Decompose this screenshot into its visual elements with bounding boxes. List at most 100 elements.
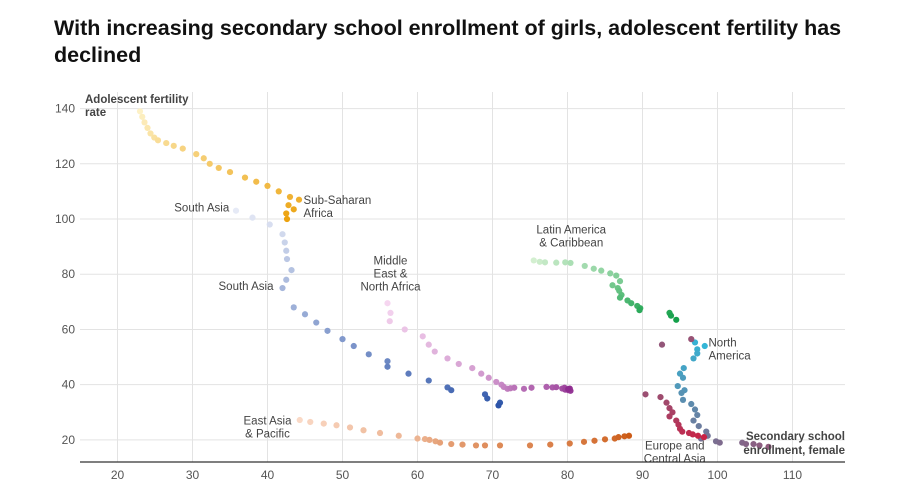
data-point: [448, 440, 455, 448]
data-point: [642, 391, 649, 398]
data-point: [621, 433, 628, 440]
data-point: [376, 429, 384, 437]
y-tick-label: 20: [62, 433, 76, 447]
data-point: [673, 316, 680, 323]
region-label-line: America: [709, 351, 752, 363]
data-point: [628, 300, 635, 307]
data-point: [553, 259, 560, 266]
data-point: [283, 276, 290, 283]
data-point: [565, 386, 572, 393]
data-point: [690, 417, 697, 424]
data-point: [384, 363, 391, 370]
data-point: [680, 365, 687, 372]
data-point: [609, 282, 616, 289]
data-point: [290, 206, 297, 213]
data-point: [495, 402, 502, 409]
data-point: [742, 440, 750, 448]
data-point: [193, 151, 200, 158]
data-point: [384, 358, 391, 365]
data-point: [426, 436, 433, 444]
data-point: [679, 428, 686, 435]
data-point: [528, 384, 535, 391]
data-point: [566, 440, 573, 447]
data-point: [663, 399, 670, 406]
y-axis-title-line: Adolescent fertility: [85, 94, 189, 106]
data-point: [386, 318, 393, 325]
data-point: [285, 202, 292, 209]
data-point: [750, 440, 757, 448]
data-point: [215, 164, 222, 172]
y-axis-title-line: rate: [85, 107, 106, 119]
data-point: [598, 267, 605, 274]
region-label-line: North: [709, 338, 737, 350]
region-label: Middle East & North Africa: [360, 256, 421, 294]
data-point: [689, 431, 696, 438]
data-point: [580, 438, 588, 445]
data-point: [625, 432, 633, 439]
data-point: [206, 160, 213, 167]
data-point: [405, 370, 412, 377]
data-point: [241, 174, 249, 181]
data-point: [141, 119, 148, 126]
data-point: [401, 326, 408, 333]
data-point: [444, 355, 451, 362]
data-point: [419, 333, 426, 340]
data-point: [484, 395, 491, 402]
region-label-line: Europe and: [645, 441, 704, 453]
region-label-line: Africa: [304, 208, 334, 220]
data-point: [290, 304, 297, 311]
data-points: [136, 108, 772, 450]
region-label: East Asia & Pacific: [244, 416, 293, 441]
data-point: [232, 207, 240, 214]
data-point: [286, 193, 294, 201]
y-tick-label: 60: [62, 322, 76, 336]
x-tick-label: 110: [783, 468, 802, 482]
data-point: [666, 413, 673, 420]
data-point: [365, 351, 372, 358]
data-point: [425, 341, 432, 348]
data-point: [339, 336, 346, 343]
data-point: [616, 278, 624, 285]
region-label: South Asia: [219, 281, 275, 293]
data-point: [281, 239, 288, 246]
region-label: South Asia: [174, 203, 230, 215]
region-label-line: Latin America: [536, 225, 606, 237]
region-label-line: North Africa: [360, 282, 421, 294]
data-point: [541, 259, 549, 266]
data-point: [688, 400, 695, 408]
data-point: [320, 420, 327, 427]
data-point: [636, 307, 643, 314]
data-point: [536, 258, 543, 265]
data-point: [307, 418, 314, 426]
data-point: [674, 382, 681, 390]
region-label-line: Middle: [374, 256, 408, 268]
region-label-line: East Asia: [244, 416, 293, 428]
data-point: [275, 188, 282, 195]
data-point: [658, 341, 666, 348]
region-label-line: Central Asia: [644, 454, 707, 466]
data-point: [455, 360, 462, 368]
data-point: [485, 374, 492, 381]
region-label-line: & Pacific: [245, 429, 290, 441]
data-point: [154, 137, 162, 144]
data-point: [387, 309, 394, 316]
data-point: [553, 384, 560, 391]
x-tick-label: 80: [561, 468, 575, 482]
data-point: [691, 406, 699, 413]
x-axis-title: Secondary school enrollment, female: [743, 431, 845, 457]
data-point: [459, 441, 466, 448]
y-axis-title: Adolescent fertility rate: [85, 94, 189, 119]
data-point: [694, 432, 702, 439]
data-point: [690, 355, 697, 362]
data-point: [283, 215, 291, 223]
region-label: Latin America & Caribbean: [536, 225, 606, 250]
x-tick-label: 20: [111, 468, 125, 482]
data-point: [301, 311, 309, 318]
data-point: [350, 342, 357, 350]
data-point: [601, 436, 609, 443]
data-point: [547, 441, 554, 448]
data-point: [688, 336, 695, 343]
data-point: [279, 284, 286, 292]
x-tick-label: 60: [411, 468, 425, 482]
